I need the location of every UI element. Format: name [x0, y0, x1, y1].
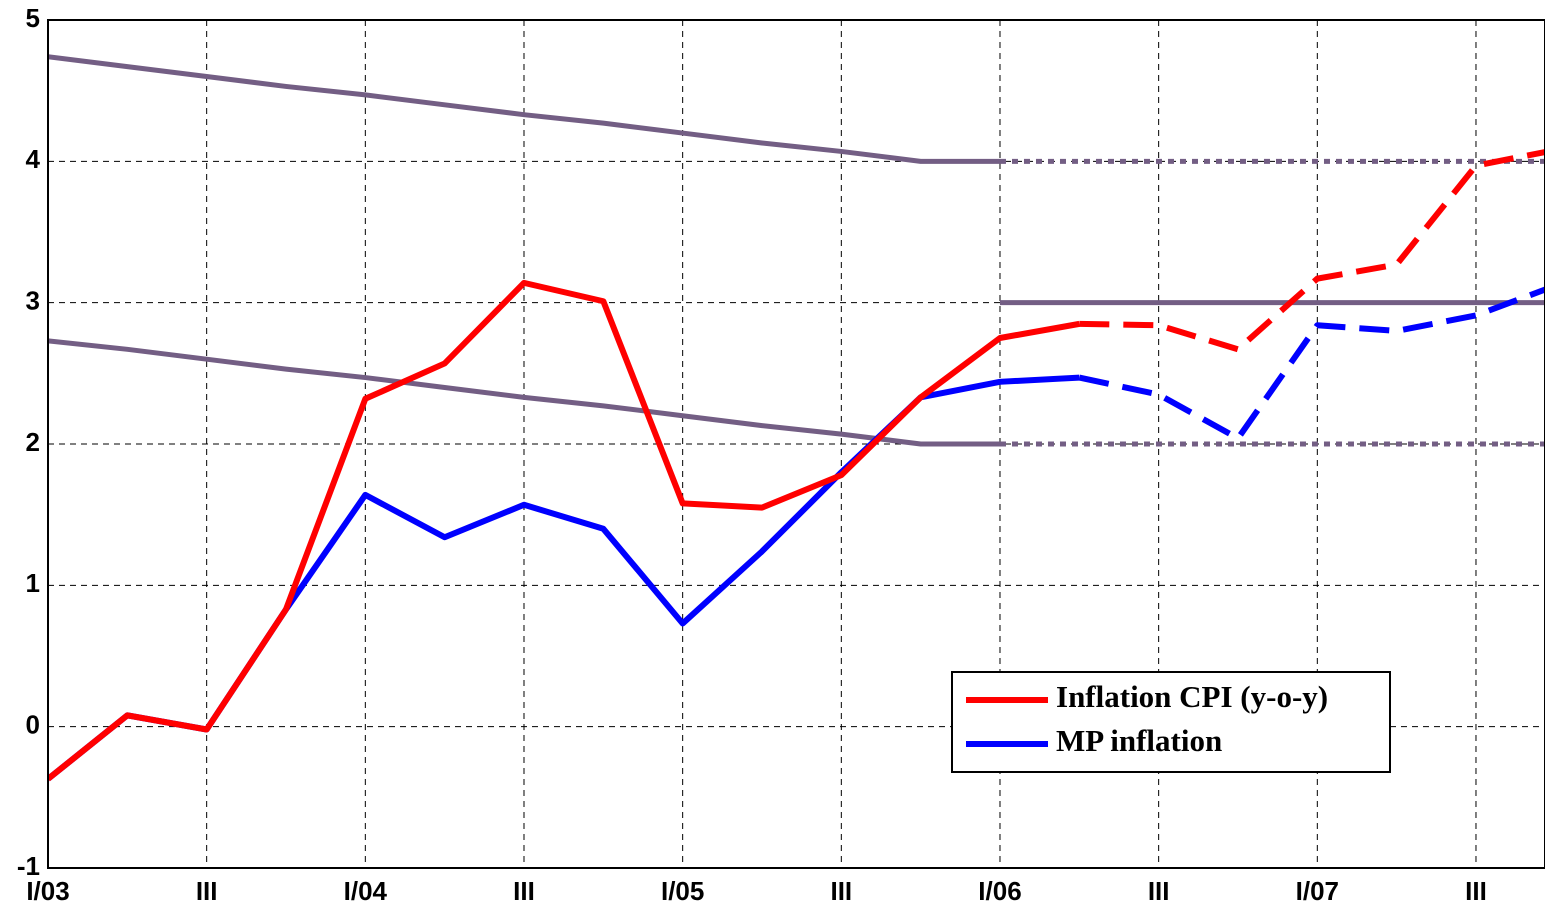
legend-label: MP inflation	[1056, 723, 1222, 758]
series-line	[1078, 286, 1545, 442]
x-tick-label: III	[513, 876, 535, 906]
series-line	[1079, 148, 1545, 353]
y-tick-label: 4	[26, 144, 41, 174]
y-tick-label: 2	[26, 427, 40, 457]
x-tick-label: III	[830, 876, 852, 906]
legend-label: Inflation CPI (y-o-y)	[1056, 679, 1328, 714]
x-tick-label: I/04	[344, 876, 388, 906]
plot-frame	[47, 19, 1545, 869]
y-tick-label: -1	[17, 851, 40, 881]
y-tick-label: 1	[26, 568, 40, 598]
plot-area	[48, 54, 1545, 782]
x-tick-label: I/07	[1296, 876, 1339, 906]
x-tick-label: III	[1148, 876, 1170, 906]
series-line	[48, 279, 1080, 782]
y-tick-label: 0	[26, 710, 40, 740]
series-line	[48, 54, 1000, 164]
series-line	[48, 374, 1080, 782]
y-tick-label: 5	[26, 3, 40, 33]
x-tick-label: I/05	[661, 876, 704, 906]
series-line	[48, 338, 1000, 447]
x-tick-label: I/03	[26, 876, 69, 906]
axes: -1 0 1 2 3 4 5 I/03 III I/04 III I/05 III I/06 III I/07…	[17, 3, 1545, 906]
legend-box	[951, 671, 1391, 773]
x-tick-label: III	[196, 876, 218, 906]
legend: Inflation CPI (y-o-y) MP inflation	[951, 671, 1391, 773]
x-tick-label: I/06	[978, 876, 1021, 906]
y-tick-label: 3	[26, 286, 40, 316]
x-tick-label: III	[1465, 876, 1487, 906]
